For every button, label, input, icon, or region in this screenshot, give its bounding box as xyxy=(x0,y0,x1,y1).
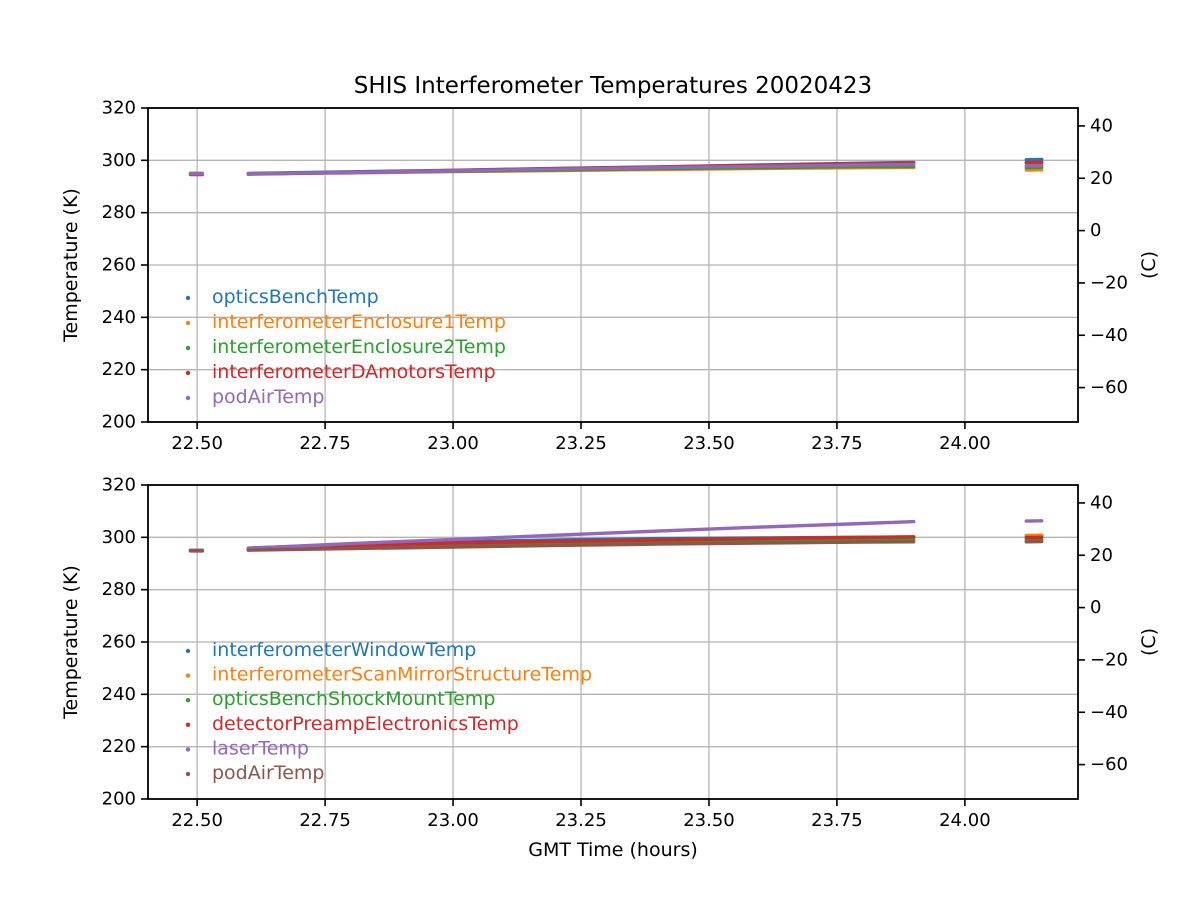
x-tick-label: 23.00 xyxy=(427,810,479,831)
y2-tick-label: 20 xyxy=(1090,168,1113,189)
legend-label-laserTemp: laserTemp xyxy=(212,737,309,759)
y-tick-label: 300 xyxy=(102,150,136,171)
y-tick-label: 220 xyxy=(102,359,136,380)
y2-tick-label: −40 xyxy=(1090,702,1128,723)
x-tick-label: 24.00 xyxy=(939,433,991,454)
y-tick-label: 200 xyxy=(102,789,136,810)
legend-marker-podAirTemp xyxy=(185,771,191,777)
legend-marker-detectorPreampElectronicsTemp xyxy=(185,722,191,727)
legend-label-podAirTemp: podAirTemp xyxy=(212,386,324,408)
series-detectorPreampElectronicsTemp xyxy=(246,535,916,551)
legend-label-opticsBenchShockMountTemp: opticsBenchShockMountTemp xyxy=(212,688,495,710)
y-tick-label: 320 xyxy=(102,98,136,119)
series-laserTemp xyxy=(246,519,916,550)
y2-tick-label: 40 xyxy=(1090,115,1113,136)
legend-marker-interferometerEnclosure1Temp xyxy=(185,320,191,326)
legend-label-interferometerScanMirrorStructureTemp: interferometerScanMirrorStructureTemp xyxy=(212,664,592,686)
legend-marker-opticsBenchShockMountTemp xyxy=(185,698,191,703)
x-tick-label: 22.50 xyxy=(171,810,223,831)
y2-tick-label: 0 xyxy=(1090,220,1101,241)
legend-label-interferometerEnclosure1Temp: interferometerEnclosure1Temp xyxy=(212,311,506,333)
x-tick-label: 24.00 xyxy=(939,810,991,831)
chart-title: SHIS Interferometer Temperatures 2002042… xyxy=(353,73,873,99)
legend-marker-interferometerDAmotorsTemp xyxy=(185,370,191,376)
y-tick-label: 300 xyxy=(102,527,136,548)
y2-tick-label: −40 xyxy=(1090,325,1128,346)
y-tick-label: 220 xyxy=(102,736,136,757)
y2-tick-label: 40 xyxy=(1090,492,1113,513)
y-tick-label: 260 xyxy=(102,632,136,653)
x-axis-label: GMT Time (hours) xyxy=(528,839,698,861)
legend-label-podAirTemp: podAirTemp xyxy=(212,762,324,784)
legend-label-interferometerEnclosure2Temp: interferometerEnclosure2Temp xyxy=(212,336,506,358)
y-tick-label: 320 xyxy=(102,475,136,496)
y-tick-label: 260 xyxy=(102,255,136,276)
legend-label-interferometerDAmotorsTemp: interferometerDAmotorsTemp xyxy=(212,361,496,383)
y-axis-label-top: Temperature (K) xyxy=(60,188,82,342)
legend-marker-interferometerScanMirrorStructureTemp xyxy=(185,673,191,678)
y-tick-label: 200 xyxy=(102,412,136,433)
x-tick-label: 23.50 xyxy=(683,810,735,831)
y-tick-label: 280 xyxy=(102,202,136,223)
legend-marker-laserTemp xyxy=(185,747,191,752)
y-tick-label: 240 xyxy=(102,684,136,705)
x-tick-label: 22.75 xyxy=(299,810,351,831)
y-tick-label: 240 xyxy=(102,307,136,328)
x-tick-label: 22.50 xyxy=(171,433,223,454)
legend-marker-opticsBenchTemp xyxy=(185,295,191,301)
x-tick-label: 23.25 xyxy=(555,433,607,454)
legend-marker-podAirTemp xyxy=(185,395,191,401)
y2-axis-label-top: (C) xyxy=(1138,250,1160,280)
legend-marker-interferometerEnclosure2Temp xyxy=(185,345,191,351)
x-tick-label: 23.50 xyxy=(683,433,735,454)
legend-marker-interferometerWindowTemp xyxy=(185,648,191,654)
legend-label-opticsBenchTemp: opticsBenchTemp xyxy=(212,286,379,308)
y2-tick-label: −20 xyxy=(1090,649,1128,670)
x-tick-label: 23.25 xyxy=(555,810,607,831)
y-axis-label-bottom: Temperature (K) xyxy=(60,565,82,719)
legend-label-interferometerWindowTemp: interferometerWindowTemp xyxy=(212,639,476,661)
y2-tick-label: −20 xyxy=(1090,272,1128,293)
y-tick-label: 280 xyxy=(102,579,136,600)
x-tick-label: 22.75 xyxy=(299,433,351,454)
y2-axis-label-bottom: (C) xyxy=(1138,627,1160,657)
y2-tick-label: −60 xyxy=(1090,377,1128,398)
y2-tick-label: 0 xyxy=(1090,597,1101,618)
legend-label-detectorPreampElectronicsTemp: detectorPreampElectronicsTemp xyxy=(212,713,519,735)
x-tick-label: 23.75 xyxy=(811,810,863,831)
x-tick-label: 23.75 xyxy=(811,433,863,454)
x-tick-label: 23.00 xyxy=(427,433,479,454)
y2-tick-label: 20 xyxy=(1090,545,1113,566)
series-podAirTemp xyxy=(246,540,916,552)
series-podAirTemp xyxy=(246,162,916,176)
y2-tick-label: −60 xyxy=(1090,754,1128,775)
